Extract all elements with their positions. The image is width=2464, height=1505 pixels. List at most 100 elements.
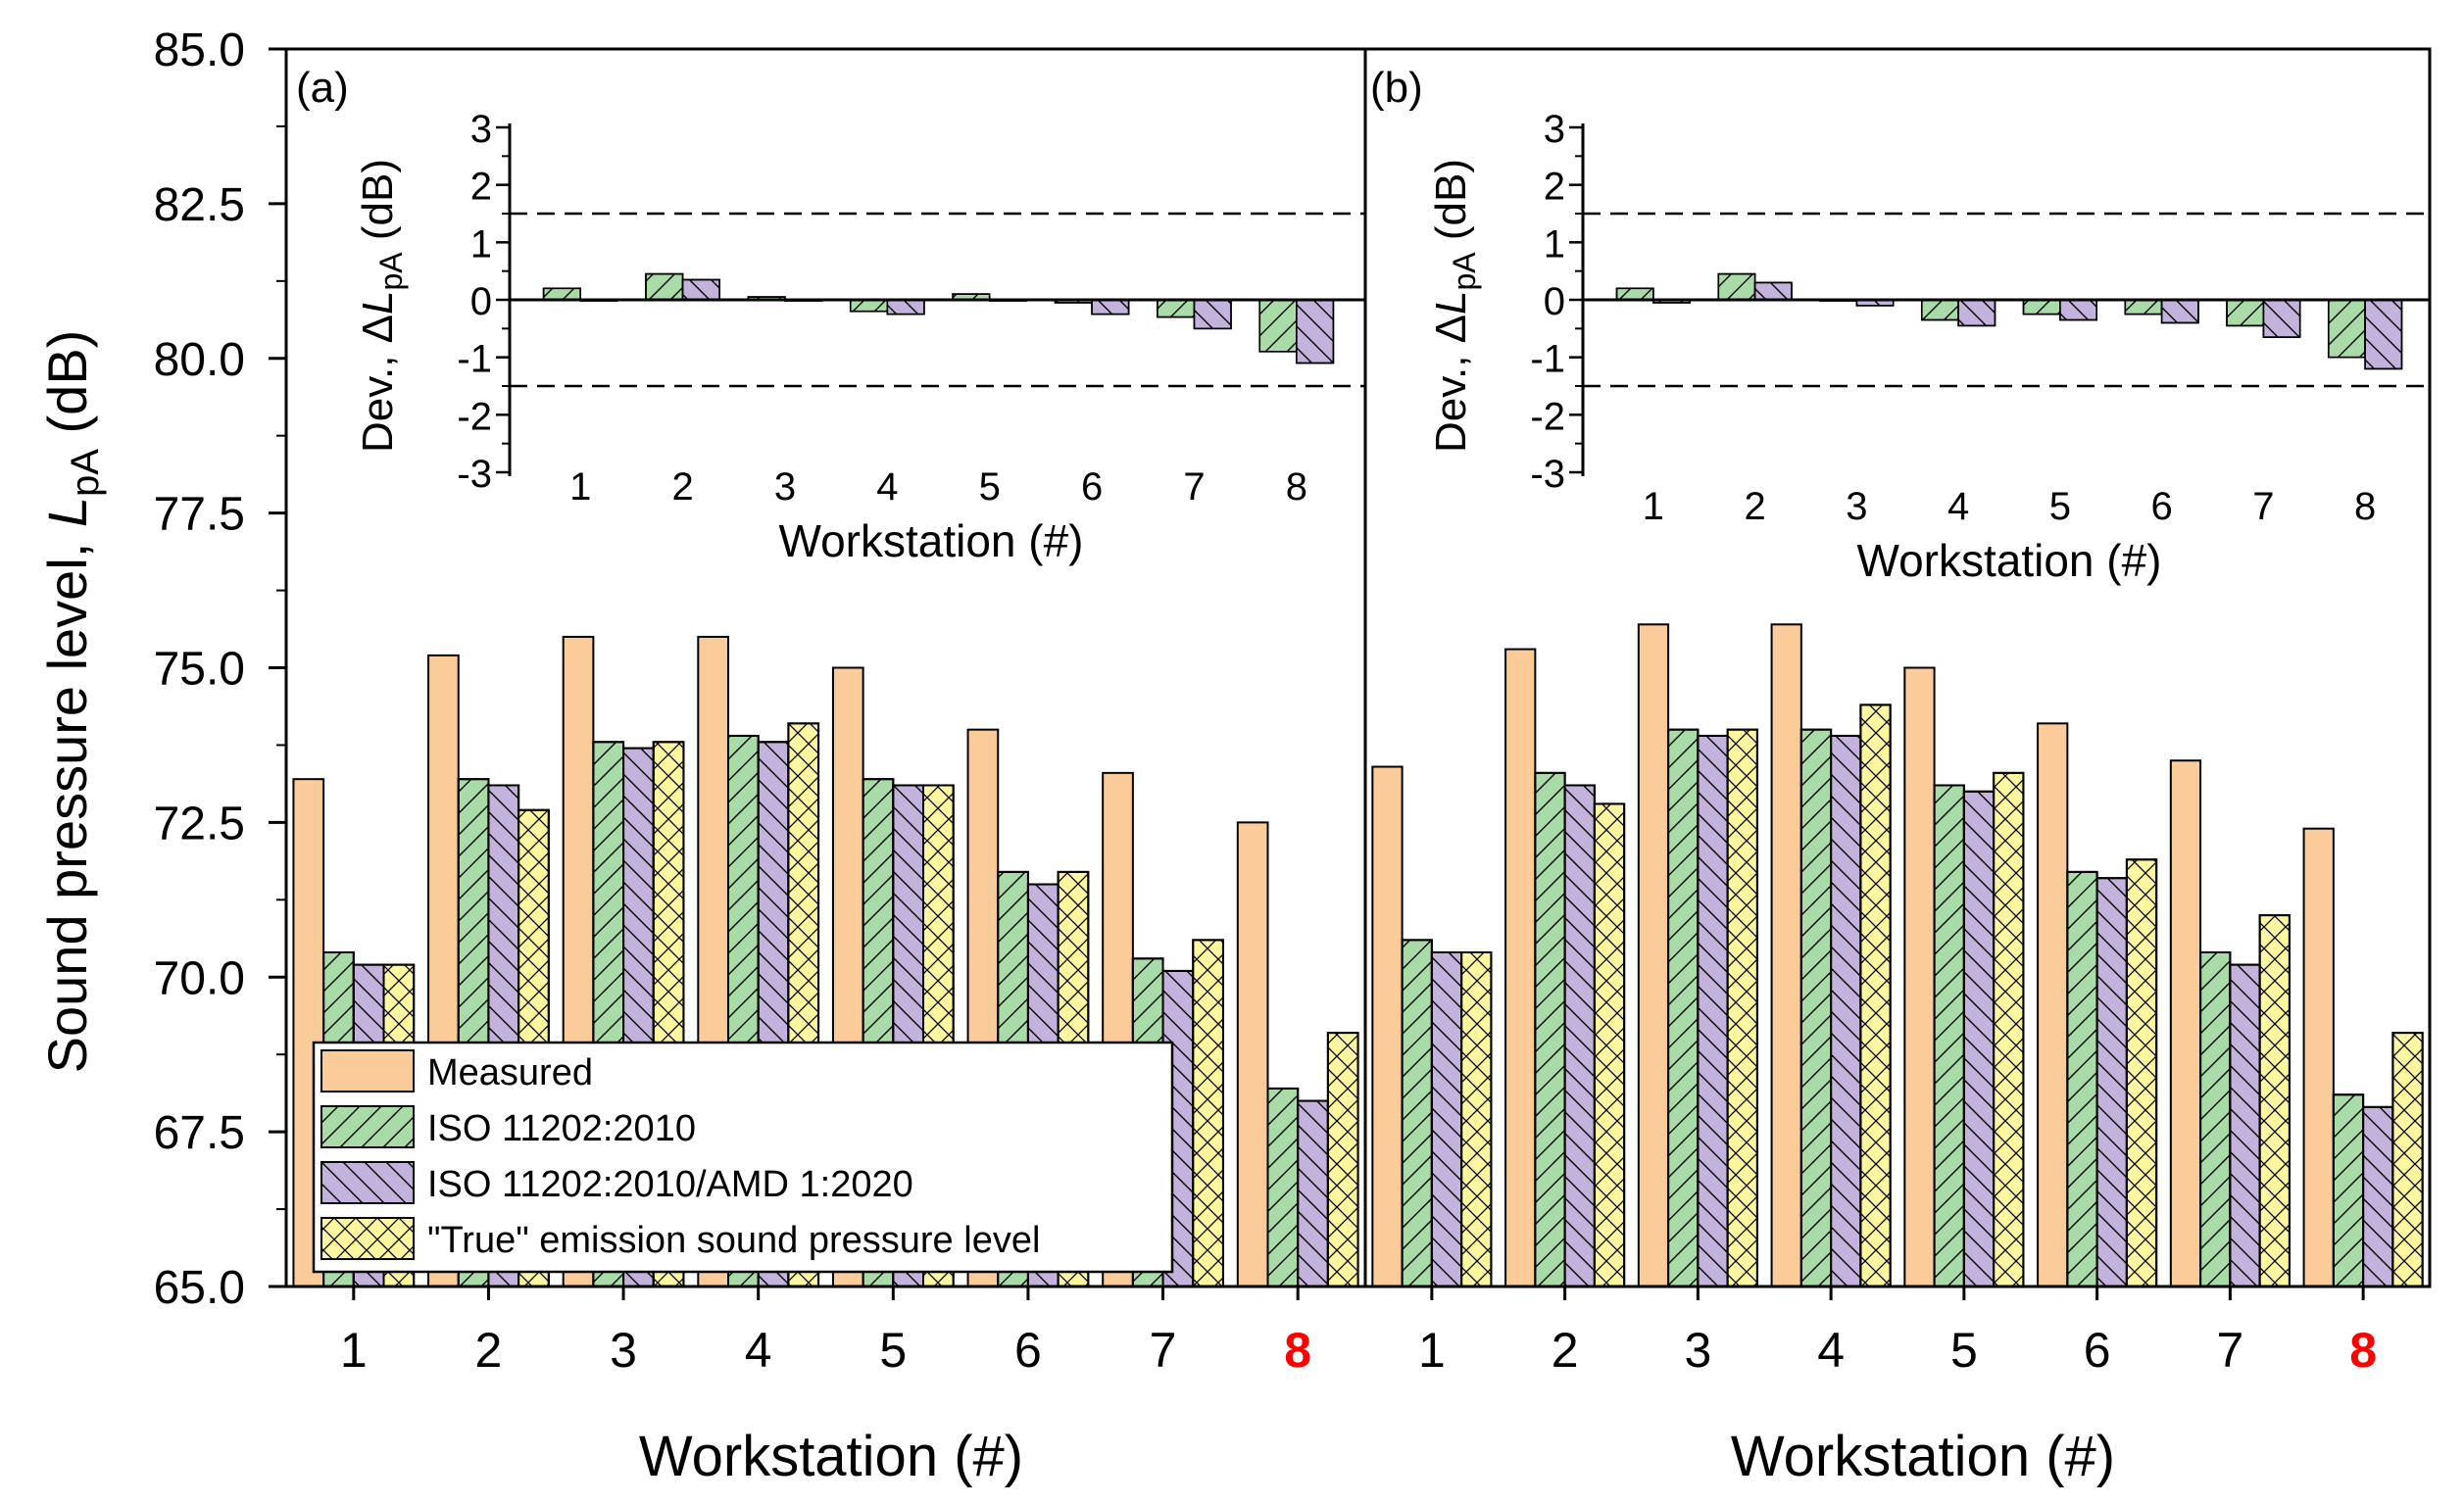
inset-bar-a-iso2010-8-hatch — [1258, 299, 1298, 353]
y-tick-label-77.5: 77.5 — [154, 489, 245, 541]
y-tick-label-82.5: 82.5 — [154, 179, 245, 231]
y-tick-label-72.5: 72.5 — [154, 798, 245, 850]
bar-b-measured-3 — [1637, 623, 1670, 1287]
bar-b-true-level-7-hatch — [2258, 914, 2291, 1287]
bar-a-amd2020-8-hatch — [1297, 1099, 1329, 1288]
inset-bar-a-amd2020-2-hatch — [681, 278, 720, 301]
bar-b-true-level-8-hatch — [2391, 1032, 2424, 1287]
bar-b-amd2020-8-hatch — [2362, 1105, 2394, 1287]
bar-b-iso2010-1-hatch — [1401, 939, 1433, 1287]
bar-b-amd2020-2-hatch — [1563, 784, 1596, 1287]
bar-b-true-level-2-hatch — [1593, 802, 1626, 1287]
plot-frame-b — [1363, 47, 2432, 1288]
bar-a-measured-1 — [292, 778, 325, 1287]
plot-frames: 1 2 3 4 5 6 7 8 1 2 3 4 5 6 7 8 65.0 67.5 70.0 72.5 75.0 77.5… — [154, 24, 2432, 1378]
inset-bar-a-iso2010-2-hatch — [645, 272, 684, 301]
inset-b-x-tick-label-6: 6 — [2151, 485, 2173, 528]
inset-bar-a-amd2020-4-hatch — [886, 299, 925, 316]
inset-b-x-tick-label-4: 4 — [1947, 485, 1969, 528]
x-tick-label-b-6: 6 — [2084, 1323, 2111, 1378]
x-tick-label-b-3: 3 — [1684, 1323, 1711, 1378]
inset-bar-b-iso2010-7-hatch — [2226, 299, 2265, 327]
x-tick-label-b-1: 1 — [1418, 1323, 1446, 1378]
legend-swatch-amd2020-hatch — [320, 1161, 415, 1204]
bar-b-measured-4 — [1770, 623, 1802, 1287]
x-axis-title-a: Workstation (#) — [639, 1425, 1023, 1488]
legend-swatch-true-level-hatch — [320, 1217, 415, 1260]
inset-b-y-tick-label-2: 2 — [1544, 166, 1565, 209]
inset-a-y-tick-label--1: -1 — [457, 338, 492, 381]
y-tick-label-75.0: 75.0 — [154, 644, 245, 696]
inset-a-x-tick-label-6: 6 — [1081, 465, 1103, 509]
x-tick-label-a-1: 1 — [340, 1323, 368, 1378]
inset-bar-b-amd2020-4-hatch — [1957, 299, 1996, 327]
bar-b-iso2010-6-hatch — [2066, 870, 2098, 1288]
bar-b-iso2010-3-hatch — [1667, 728, 1700, 1287]
bar-a-iso2010-8-hatch — [1266, 1087, 1300, 1288]
inset-bar-b-amd2020-6-hatch — [2160, 299, 2199, 324]
bar-a-true-level-8-hatch — [1326, 1032, 1359, 1287]
inset-bar-a-amd2020-7-hatch — [1193, 299, 1232, 330]
inset-b-x-tick-label-1: 1 — [1643, 485, 1664, 528]
inset-b-y-tick-label-1: 1 — [1544, 222, 1565, 266]
inset-b-y-axis-title: Dev., ΔLpA (dB) — [1427, 159, 1482, 453]
y-tick-label-85.0: 85.0 — [154, 24, 245, 76]
inset-a-x-tick-label-5: 5 — [979, 465, 1001, 509]
bar-b-iso2010-7-hatch — [2199, 950, 2232, 1287]
bar-b-measured-6 — [2037, 722, 2069, 1287]
legend-label-iso2010: ISO 11202:2010 — [427, 1108, 696, 1149]
bar-b-iso2010-8-hatch — [2332, 1093, 2365, 1287]
inset-bar-b-iso2010-4-hatch — [1920, 299, 1959, 321]
legend-entry-measured: Measured — [320, 1049, 593, 1093]
x-tick-label-a-5: 5 — [879, 1323, 907, 1378]
inset-a-y-tick-label-2: 2 — [470, 166, 492, 209]
inset-bar-a-iso2010-4-hatch — [849, 299, 889, 313]
y-tick-label-67.5: 67.5 — [154, 1107, 245, 1159]
legend-entry-true-level: "True" emission sound pressure level — [320, 1217, 1040, 1261]
inset-a-x-tick-label-1: 1 — [569, 465, 591, 509]
inset-bar-a-amd2020-8-hatch — [1296, 299, 1335, 364]
legend-swatch-measured — [320, 1049, 415, 1092]
bar-b-true-level-4-hatch — [1859, 704, 1892, 1287]
bar-b-true-level-5-hatch — [1993, 771, 2025, 1287]
inset-bar-b-iso2010-5-hatch — [2022, 299, 2061, 316]
inset-bar-a-amd2020-6-hatch — [1091, 299, 1130, 316]
inset-a-x-tick-label-7: 7 — [1183, 465, 1205, 509]
bar-b-amd2020-7-hatch — [2229, 963, 2261, 1287]
inset-bar-b-iso2010-1-hatch — [1615, 287, 1654, 301]
x-tick-label-a-3: 3 — [610, 1323, 637, 1378]
legend-label-measured: Measured — [427, 1052, 593, 1093]
x-tick-label-a-4: 4 — [745, 1323, 772, 1378]
bar-b-amd2020-5-hatch — [1962, 790, 1996, 1287]
inset-bar-b-amd2020-7-hatch — [2262, 299, 2301, 338]
inset-a-y-tick-label-1: 1 — [470, 222, 492, 266]
bar-b-amd2020-1-hatch — [1430, 950, 1463, 1287]
x-tick-label-b-4: 4 — [1817, 1323, 1845, 1378]
x-tick-label-b-2: 2 — [1552, 1323, 1579, 1378]
inset-a-x-tick-label-4: 4 — [876, 465, 898, 509]
bar-b-amd2020-6-hatch — [2095, 877, 2128, 1288]
inset-plots: -3 -2 -1 0 1 2 3 1 2 3 4 5 6 7 8 -3 -2 -1 0 1 2 3 1 2 3 4 5 6 7 8 — [457, 108, 2430, 528]
bar-b-measured-5 — [1903, 666, 1936, 1287]
legend: Measured ISO 11202:2010 ISO 11202:2010/A… — [312, 1041, 1174, 1274]
bar-b-true-level-6-hatch — [2125, 858, 2158, 1287]
x-tick-label-b-8: 8 — [2349, 1323, 2377, 1378]
inset-a-y-tick-label--2: -2 — [457, 395, 492, 438]
inset-b-y-tick-label-0: 0 — [1544, 280, 1565, 323]
inset-b-y-tick-label--2: -2 — [1530, 395, 1565, 438]
inset-b-y-tick-label-3: 3 — [1544, 108, 1565, 151]
bar-b-iso2010-4-hatch — [1799, 728, 1833, 1287]
legend-entry-amd2020: ISO 11202:2010/AMD 1:2020 — [320, 1161, 913, 1205]
inset-b-y-tick-label--3: -3 — [1530, 453, 1565, 496]
bar-b-measured-7 — [2169, 759, 2202, 1287]
inset-b-x-tick-label-2: 2 — [1745, 485, 1766, 528]
x-tick-label-b-7: 7 — [2216, 1323, 2243, 1378]
bar-a-true-level-7-hatch — [1192, 939, 1224, 1287]
legend-label-amd2020: ISO 11202:2010/AMD 1:2020 — [427, 1164, 913, 1205]
legend-label-true-level: "True" emission sound pressure level — [427, 1220, 1040, 1261]
panel-label-b: (b) — [1370, 64, 1423, 112]
y-tick-label-70.0: 70.0 — [154, 952, 245, 1004]
inset-bar-b-iso2010-8-hatch — [2327, 299, 2366, 359]
inset-a-x-axis-title: Workstation (#) — [778, 515, 1083, 566]
panel-label-a: (a) — [296, 64, 349, 112]
